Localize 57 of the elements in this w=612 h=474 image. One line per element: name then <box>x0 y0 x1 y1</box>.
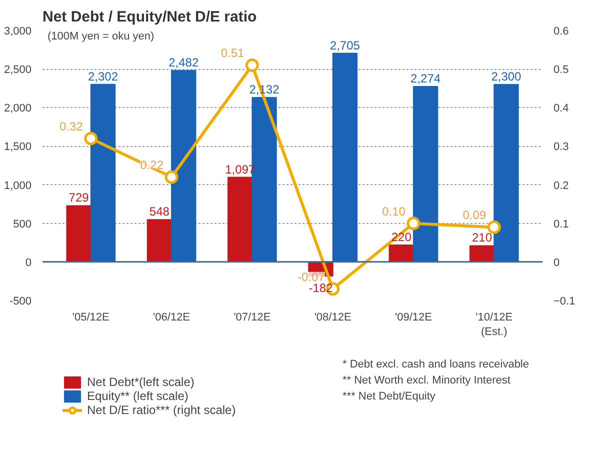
y-tick-label: 0 <box>25 256 32 269</box>
y-tick-label: 1,500 <box>4 141 32 154</box>
bar <box>227 176 253 262</box>
x-tick-label: '06/12E <box>153 312 190 324</box>
point <box>487 220 501 234</box>
data-label: 0.22 <box>140 158 164 172</box>
data-label: 2,300 <box>491 70 522 84</box>
x-tick-label: '07/12E <box>234 312 271 324</box>
y-tick-label: 1,000 <box>4 180 32 192</box>
bar <box>66 205 92 262</box>
data-label: 0.10 <box>382 204 406 218</box>
y2-tick-label: 0.4 <box>554 102 569 115</box>
x-tick-label: '05/12E <box>72 312 110 324</box>
y-tick-label: 500 <box>13 218 32 230</box>
x-tick-label: '10/12E (Est.) <box>476 312 513 338</box>
x-tick-label: '09/12E <box>394 312 432 324</box>
bar <box>494 84 519 262</box>
data-label: 729 <box>68 190 90 205</box>
data-label: 0.51 <box>220 46 245 60</box>
data-label: 210 <box>472 230 492 245</box>
bar <box>171 70 196 262</box>
x-tick-label: '08/12E <box>314 312 352 324</box>
text: * Debt excl. cash and loans receivable <box>342 358 529 370</box>
data-label: 548 <box>149 204 170 219</box>
y2-tick-label: −0.1 <box>554 296 576 308</box>
y2-tick-label: 0.1 <box>554 218 569 230</box>
bar <box>412 86 438 262</box>
point <box>84 132 98 146</box>
data-label: 0.32 <box>60 120 84 134</box>
data-label: 2,482 <box>168 55 199 70</box>
chart-title: Net Debt / Equity/Net D/E ratio <box>42 8 257 26</box>
data-label: 2,274 <box>410 72 441 86</box>
y2-tick-label: 0.2 <box>554 180 569 192</box>
data-label: 2,302 <box>88 69 118 84</box>
y2-tick-label: 0.5 <box>554 64 569 76</box>
bar <box>332 52 358 262</box>
point <box>164 170 178 184</box>
text: ** Net Worth excl. Minority Interest <box>342 374 510 386</box>
y-tick-label: 2,000 <box>4 102 32 115</box>
annotation: (100M yen = oku yen) <box>48 30 154 42</box>
data-label: 0.09 <box>462 208 486 222</box>
legend-label: Net D/E ratio*** (right scale) <box>87 403 236 417</box>
y2-tick-label: 0.6 <box>554 26 569 38</box>
data-label: 2,705 <box>330 38 360 52</box>
bar <box>90 84 116 262</box>
y-tick-label: 3,000 <box>4 26 32 38</box>
point <box>406 216 420 230</box>
legend-label: Equity** (left scale) <box>87 389 188 403</box>
y-tick-label: -500 <box>9 296 32 308</box>
y-tick-label: 2,500 <box>4 64 32 76</box>
bar <box>146 219 172 262</box>
text: *** Net Debt/Equity <box>342 390 436 402</box>
point <box>245 58 259 72</box>
legend-label: Net Debt*(left scale) <box>87 375 194 389</box>
y2-tick-label: 0.3 <box>554 141 569 154</box>
y2-tick-label: 0 <box>554 256 560 269</box>
data-label: -0.07 <box>297 270 326 284</box>
